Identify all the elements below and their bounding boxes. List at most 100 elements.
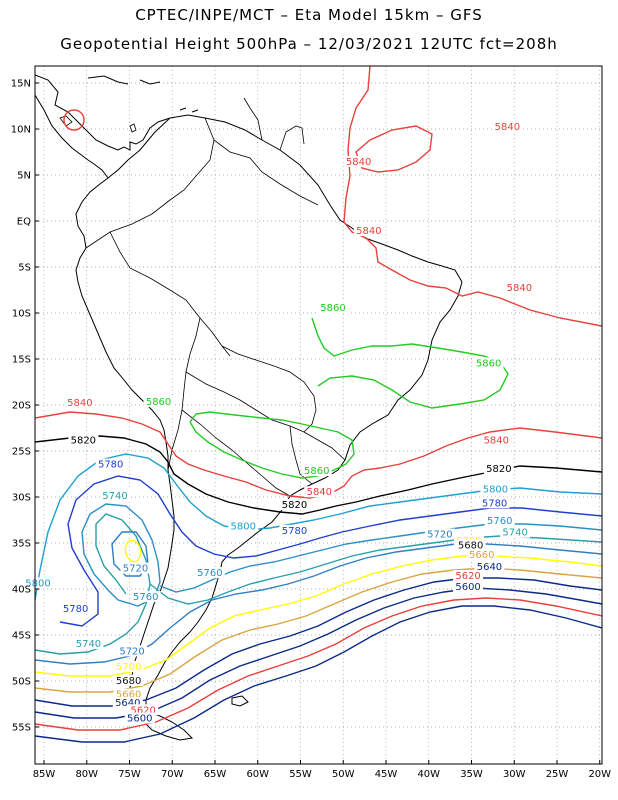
contour-label: 5700 <box>116 662 141 673</box>
contour-label-background <box>128 704 159 716</box>
lon-tick-label: 70W <box>161 769 184 780</box>
contour-label-background <box>301 465 332 477</box>
contour-label: 5840 <box>356 226 381 237</box>
falkland-islands <box>231 695 249 707</box>
contour-label-background <box>120 562 151 574</box>
lat-tick-label: 15S <box>12 355 31 366</box>
lon-tick-label: 60W <box>246 769 269 780</box>
lon-tick-label: 45W <box>375 769 398 780</box>
contour-label: 5840 <box>495 122 520 133</box>
contour-label: 5760 <box>487 516 512 527</box>
lon-tick-label: 30W <box>503 769 526 780</box>
caribbean-islands <box>87 75 199 113</box>
contour-label: 5660 <box>116 690 141 701</box>
contour-label-background <box>504 282 535 293</box>
contour-label-background <box>64 397 95 408</box>
contour-label: 5820 <box>71 436 96 447</box>
contour-label: 5780 <box>63 604 88 615</box>
contour-label-background <box>474 560 505 572</box>
contour-label-background <box>113 674 144 686</box>
country-borders <box>85 97 346 497</box>
contour-label-background <box>194 567 225 579</box>
contour-label: 5840 <box>67 398 92 409</box>
contour-5700-center <box>124 539 142 563</box>
contour-label: 5620 <box>130 705 155 716</box>
contour-5600 <box>35 605 602 743</box>
contour-label-background <box>279 524 310 536</box>
contour-label: 5840 <box>307 487 332 498</box>
contour-label-background <box>500 526 531 538</box>
contour-label: 5780 <box>482 498 507 509</box>
contour-label: 5800 <box>230 521 255 532</box>
contour-label: 5860 <box>304 466 329 477</box>
contour-5860-south <box>189 411 355 479</box>
lat-tick-label: 15N <box>11 79 31 90</box>
contour-label: 5720 <box>427 530 452 541</box>
axis-ticks: 15N 10N 5N EQ 5S 10S 15S 20S 25S 30S 35S 40S 45S 50S 5… <box>11 79 611 781</box>
contour-label-background <box>112 696 143 708</box>
contour-label-background <box>60 603 91 615</box>
contour-label: 5860 <box>476 358 501 369</box>
lat-tick-label: 35S <box>12 539 31 550</box>
contour-label: 5760 <box>197 568 222 579</box>
south-america-coast <box>75 114 463 713</box>
contour-label: 5820 <box>486 464 511 475</box>
contour-label: 5600 <box>127 714 152 725</box>
map-frame <box>34 65 603 765</box>
contour-5840-north <box>343 66 602 327</box>
contour-label: 5780 <box>282 526 307 537</box>
contour-label: 5840 <box>346 157 371 168</box>
map-frame-background <box>35 66 602 764</box>
contour-label-background <box>279 499 310 511</box>
map-subtitle: Geopotential Height 500hPa – 12/03/2021 … <box>60 35 558 53</box>
contour-label: 5600 <box>455 582 480 593</box>
contour-label-background <box>113 688 144 700</box>
contour-label-background <box>304 486 335 498</box>
contour-label-background <box>124 712 155 724</box>
contour-5840-loop <box>355 125 433 173</box>
lon-tick-label: 25W <box>546 769 569 780</box>
lon-tick-label: 75W <box>118 769 141 780</box>
contour-label: 5760 <box>133 592 158 603</box>
contour-label: 5780 <box>98 460 123 471</box>
contour-label-background <box>424 528 455 540</box>
contour-label-background <box>473 357 504 369</box>
lat-tick-label: 45S <box>12 631 31 642</box>
central-america-coast <box>35 74 171 151</box>
contour-5780 <box>59 475 602 627</box>
lon-tick-label: 40W <box>417 769 440 780</box>
lat-tick-label: 20S <box>12 401 31 412</box>
lat-tick-label: 55S <box>12 723 31 734</box>
lon-tick-label: 80W <box>75 769 98 780</box>
contour-label: 5840 <box>507 283 532 294</box>
lat-tick-label: 10S <box>12 309 31 320</box>
contour-label: 5740 <box>102 491 127 502</box>
contour-label-background <box>113 661 144 673</box>
contour-label-background <box>466 548 497 560</box>
contour-label-background <box>492 121 523 132</box>
tierra-del-fuego <box>143 711 194 741</box>
lat-tick-label: 25S <box>12 447 31 458</box>
contour-5820 <box>35 435 602 515</box>
contour-label-background <box>23 577 54 589</box>
lon-tick-label: 20W <box>588 769 611 780</box>
coastlines <box>35 74 463 741</box>
lat-tick-label: 5N <box>17 171 31 182</box>
contour-label-background <box>68 434 99 446</box>
contour-label: 5640 <box>477 562 502 573</box>
map-title: CPTEC/INPE/MCT – Eta Model 15km – GFS <box>135 6 483 24</box>
contour-label-background <box>455 539 486 551</box>
contour-label-background <box>343 155 374 167</box>
contour-label-background <box>99 489 130 501</box>
contour-label-background <box>317 302 348 314</box>
contour-5840-south <box>35 411 602 499</box>
graticule <box>35 66 602 764</box>
lat-tick-label: 50S <box>12 677 31 688</box>
lon-tick-label: 65W <box>204 769 227 780</box>
contour-label-background <box>228 520 259 532</box>
contour-labels: 5840584058405840584058405840582058205820… <box>23 121 535 725</box>
contour-5840-ring <box>63 109 85 131</box>
contour-label: 5660 <box>469 550 494 561</box>
contour-label-background <box>484 514 515 526</box>
